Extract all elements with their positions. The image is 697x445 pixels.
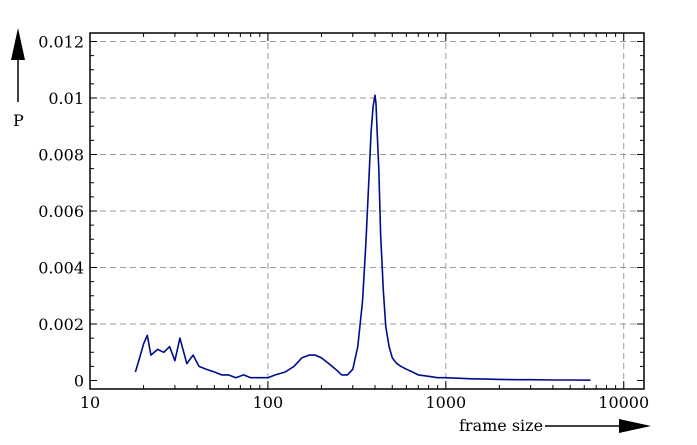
grid-lines [90, 33, 644, 389]
y-tick-label: 0.002 [38, 315, 84, 334]
x-axis-title-group: frame size [459, 416, 651, 435]
y-axis-title: P [13, 111, 24, 130]
y-tick-label: 0.012 [38, 32, 84, 51]
y-axis-title-group: P [11, 28, 25, 130]
series-layer [134, 94, 591, 381]
y-tick-label: 0.01 [48, 89, 84, 108]
series-line [134, 94, 591, 381]
x-tick-label: 10000 [598, 393, 649, 412]
x-axis-arrow-head [619, 419, 651, 433]
x-tick-label: 1000 [425, 393, 466, 412]
x-tick-label: 10 [80, 393, 100, 412]
y-tick-label: 0.008 [38, 145, 84, 164]
x-tick-label: 100 [253, 393, 284, 412]
x-axis-title: frame size [459, 416, 543, 435]
y-tick-label: 0.006 [38, 202, 84, 221]
y-tick-label: 0.004 [38, 259, 84, 278]
plot-frame [89, 32, 645, 390]
y-axis-arrow-head [11, 28, 25, 60]
y-tick-label: 0 [74, 372, 84, 391]
tick-labels: 0 0.002 0.004 0.006 0.008 0.01 0.012 10 100 1000 1… [38, 32, 649, 412]
